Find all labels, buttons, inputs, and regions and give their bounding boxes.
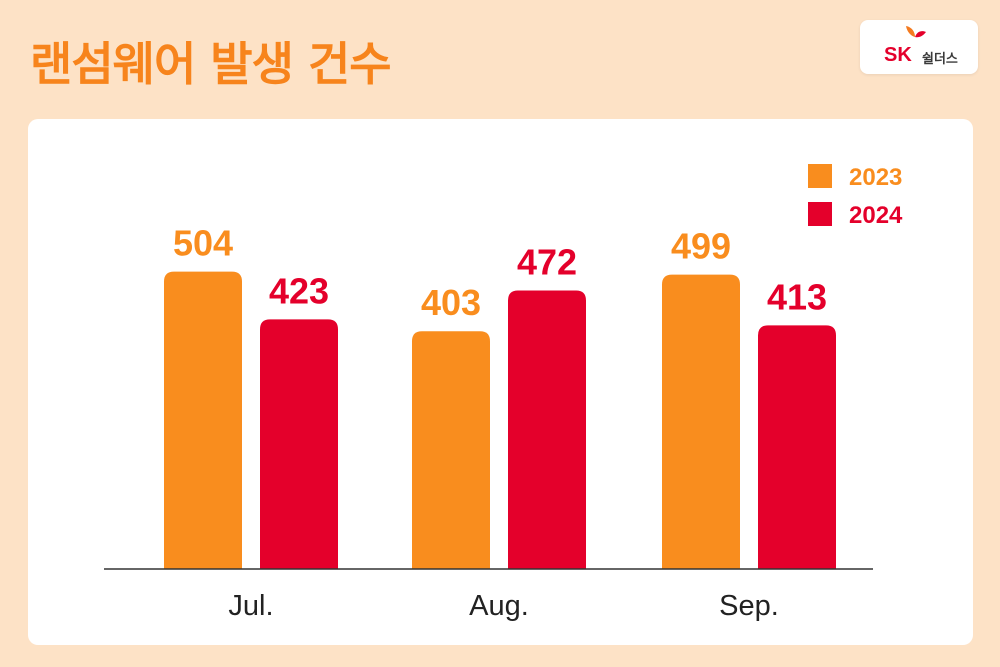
logo-name-text: 쉴더스 [922, 52, 958, 67]
bar-2024-jul [260, 319, 338, 569]
legend-label-2023: 2023 [849, 164, 902, 191]
bar-2024-sep [758, 325, 836, 569]
bar-2023-sep [662, 274, 740, 569]
logo-sk-text: SK [884, 44, 912, 66]
butterfly-logo-icon [906, 26, 926, 38]
data-label: 504 [173, 223, 233, 264]
data-label: 413 [767, 276, 827, 317]
data-label: 403 [421, 282, 481, 323]
chart-title: 랜섬웨어 발생 건수 [30, 37, 392, 91]
bar-2023-aug [412, 331, 490, 569]
legend-swatch-2023 [808, 164, 832, 188]
bar-2023-jul [164, 271, 242, 569]
x-tick-label: Aug. [469, 590, 529, 622]
bar-chart: 504 423 Jul. 403 472 Aug. 499 413 Sep. 2023 2024 [104, 164, 903, 622]
data-label: 499 [671, 226, 731, 267]
sk-shieldus-logo: SK 쉴더스 [860, 20, 978, 74]
data-label: 472 [517, 242, 577, 283]
x-tick-label: Jul. [228, 590, 273, 622]
data-label: 423 [269, 270, 329, 311]
x-tick-label: Sep. [719, 590, 779, 622]
bar-2024-aug [508, 290, 586, 569]
chart-card: 504 423 Jul. 403 472 Aug. 499 413 Sep. 2023 2024 [28, 119, 973, 645]
legend-label-2024: 2024 [849, 202, 903, 229]
legend-swatch-2024 [808, 202, 832, 226]
